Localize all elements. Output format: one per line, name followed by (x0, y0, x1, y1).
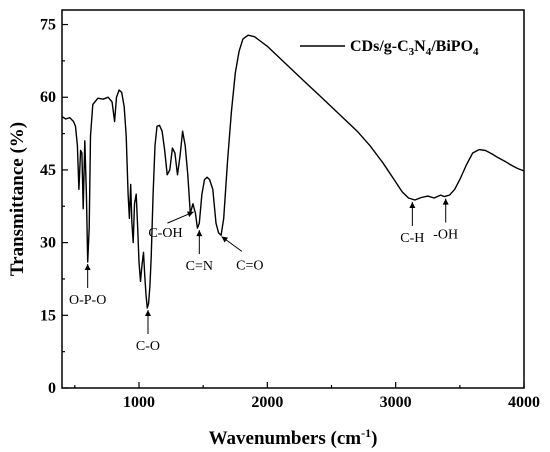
series-line (61, 34, 525, 309)
x-axis-title-end: ) (371, 428, 377, 449)
x-axis-title-sup: -1 (361, 426, 371, 440)
legend-label-part: N (414, 38, 426, 55)
annotation-arrowhead (409, 201, 416, 208)
legend-label-sub: 3 (409, 46, 415, 58)
x-tick-label: 2000 (251, 394, 283, 411)
plot-frame (61, 9, 525, 389)
annotation-label: C-H (400, 231, 424, 246)
x-tick-label: 1000 (123, 394, 155, 411)
annotation-arrowhead (144, 310, 151, 317)
legend: CDs/g-C3N4/BiPO4 (300, 38, 479, 58)
annotation-arrowhead (196, 230, 203, 237)
x-axis-title-main: Wavenumbers (cm (209, 428, 362, 449)
y-tick-label: 15 (40, 307, 56, 324)
y-tick-label: 45 (40, 162, 56, 179)
legend-label-part: CDs/g-C (350, 38, 409, 55)
annotations: O-P-O C-O C-OH C=N C=O C-H -OH (69, 198, 458, 354)
annotation-label: C=O (236, 258, 263, 273)
annotation-label: C=N (186, 259, 213, 274)
x-tick-label: 4000 (508, 394, 540, 411)
annotation-label: O-P-O (69, 293, 106, 308)
annotation-arrowhead (186, 211, 194, 218)
x-axis-title: Wavenumbers (cm-1) (209, 426, 378, 449)
legend-label-sub: 4 (426, 46, 432, 58)
annotation-arrowhead (442, 198, 449, 205)
legend-label-part: /BiPO (430, 38, 473, 55)
x-tick-label: 3000 (380, 394, 412, 411)
annotation-arrowhead (221, 236, 229, 243)
y-axis-title: Transmittance (%) (7, 122, 28, 276)
annotation-label: C-OH (148, 226, 182, 241)
annotation-label: -OH (433, 228, 458, 243)
y-tick-label: 60 (40, 89, 56, 106)
legend-label-sub: 4 (473, 46, 479, 58)
y-axis: 0 15 30 45 60 75 (40, 17, 68, 397)
y-tick-label: 0 (48, 380, 56, 397)
annotation-label: C-O (136, 339, 160, 354)
y-tick-label: 75 (40, 17, 56, 34)
annotation-arrowhead (84, 264, 91, 270)
x-axis: 1000 2000 3000 4000 (74, 382, 540, 411)
plot-area: 1000 2000 3000 4000 0 15 30 45 60 75 O-P-O C-O C-O… (40, 9, 540, 411)
legend-label: CDs/g-C3N4/BiPO4 (350, 38, 479, 58)
y-tick-label: 30 (40, 235, 56, 252)
